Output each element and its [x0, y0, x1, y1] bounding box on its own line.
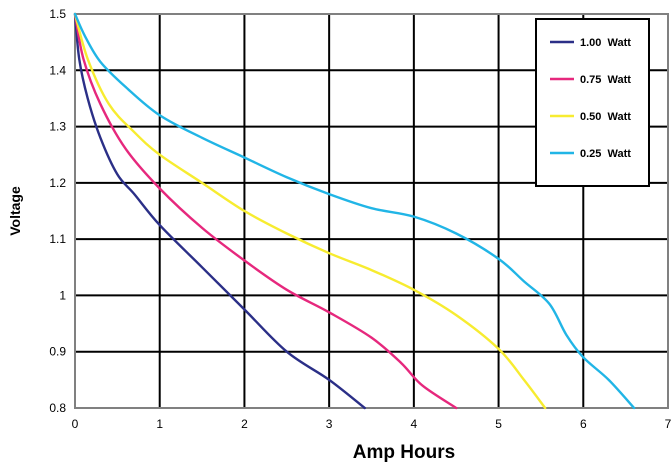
- x-tick-label: 5: [495, 417, 502, 431]
- y-tick-label: 0.8: [49, 401, 66, 415]
- plot-border: [74, 13, 669, 409]
- series-line-0: [73, 12, 366, 410]
- series-line-3: [73, 12, 636, 410]
- y-tick-label: 1.3: [49, 120, 66, 134]
- y-tick-label: 0.9: [49, 345, 66, 359]
- x-axis-title: Amp Hours: [353, 442, 455, 463]
- legend-label-3: 0.25 Watt: [580, 148, 631, 160]
- x-tick-label: 7: [665, 417, 671, 431]
- x-tick-label: 2: [241, 417, 248, 431]
- x-tick-label: 1: [156, 417, 163, 431]
- y-tick-label: 1: [59, 288, 66, 302]
- series-line-2: [73, 12, 547, 410]
- x-tick-labels: 0 1 2 3 4 5 6 7: [72, 417, 671, 431]
- x-tick-label: 6: [580, 417, 587, 431]
- x-tick-label: 3: [326, 417, 333, 431]
- y-tick-label: 1.4: [49, 63, 66, 77]
- legend: 1.00 Watt 0.75 Watt 0.50 Watt 0.25 Watt: [535, 18, 650, 187]
- series-lines: [73, 12, 636, 410]
- x-tick-label: 0: [72, 417, 79, 431]
- y-tick-label: 1.1: [49, 232, 66, 246]
- legend-label-2: 0.50 Watt: [580, 111, 631, 123]
- y-tick-label: 1.2: [49, 176, 66, 190]
- legend-label-1: 0.75 Watt: [580, 74, 631, 86]
- x-tick-label: 4: [411, 417, 418, 431]
- y-axis-title: Voltage: [7, 186, 23, 236]
- legend-box: [535, 18, 650, 187]
- legend-label-0: 1.00 Watt: [580, 37, 631, 49]
- legend-entries: 1.00 Watt 0.75 Watt 0.50 Watt 0.25 Watt: [550, 37, 631, 160]
- y-tick-label: 1.5: [49, 7, 66, 21]
- series-line-1: [73, 12, 458, 410]
- y-tick-labels: 0.8 0.9 1 1.1 1.2 1.3 1.4 1.5: [49, 7, 66, 415]
